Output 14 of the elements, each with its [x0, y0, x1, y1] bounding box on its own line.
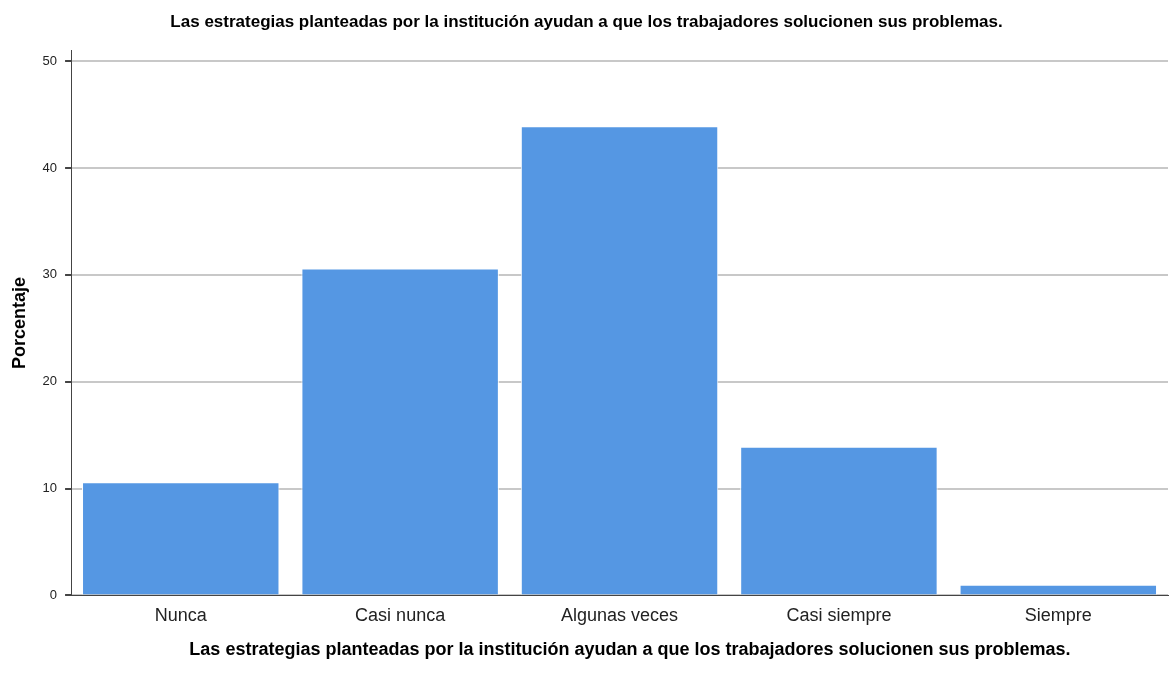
- y-axis-title: Porcentaje: [8, 276, 29, 369]
- x-tick-label: Nunca: [154, 605, 208, 626]
- y-tick-label: 10: [42, 480, 58, 496]
- x-tick-label: Casi siempre: [786, 605, 892, 626]
- chart-title: Las estrategias planteadas por la institución ayudan a que los trabajadores solucionen sus problemas.: [170, 11, 1003, 31]
- y-tick-label: 0: [49, 586, 58, 602]
- y-tick-label: 20: [42, 373, 58, 389]
- x-axis-title: Las estrategias planteadas por la institución ayudan a que los trabajadores solucionen sus problemas.: [188, 639, 1072, 659]
- y-tick-label: 30: [42, 266, 58, 282]
- x-tick-label: Siempre: [1024, 605, 1092, 626]
- y-tick-label: 50: [42, 52, 58, 68]
- y-tick-label: 40: [42, 159, 58, 175]
- x-tick-label: Casi nunca: [355, 605, 447, 626]
- x-tick-label: Algunas veces: [560, 605, 679, 626]
